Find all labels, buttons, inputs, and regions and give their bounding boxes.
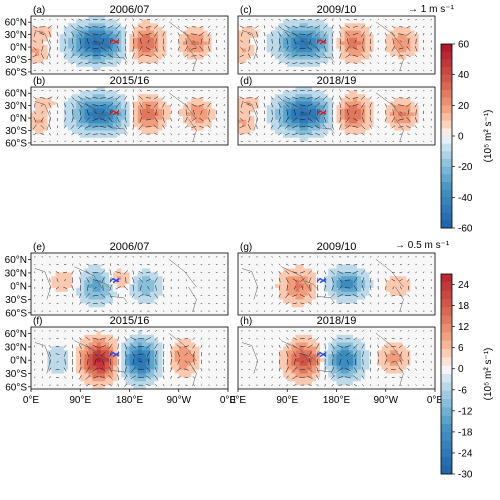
lat-tick-label: 0°N [10, 114, 27, 125]
lon-tick-label: 0°E [23, 395, 40, 406]
panel-title: 2006/07 [110, 241, 150, 253]
colorbar-tick-label: 60 [458, 40, 470, 51]
lat-tick-label: 60°N [5, 89, 27, 100]
map-panel-a: (a) 2006/07 60°N30°N 0°N30°S60°S [5, 4, 229, 78]
lat-tick-label: 0°N [10, 356, 27, 367]
lat-tick-label: 30°N [5, 101, 27, 112]
lat-tick-label: 0°N [10, 282, 27, 293]
lower-colorbar: 24 18 12 6 0 -6 -12 -18 -24 -30 (10⁵ m² s⁻¹) [441, 274, 494, 481]
panel-title: 2018/19 [317, 315, 357, 327]
panel-letter: (b) [33, 76, 45, 87]
panel-letter: (d) [240, 76, 252, 87]
map-panel-e: (e) 2006/07 60°N 30°N 0°N 30°S 60°S [5, 241, 229, 319]
colorbar-tick-label: 20 [458, 101, 470, 112]
lat-tick-label: 30°N [5, 30, 27, 41]
panel-letter: (c) [240, 5, 252, 16]
panel-title: 2015/16 [110, 315, 150, 327]
colorbar-tick-label: -12 [458, 406, 473, 417]
lat-tick-label: 60°S [5, 308, 27, 319]
lat-tick-label: 30°S [5, 295, 27, 306]
map-panels: (a)2006/0760°N30°N0°N30°S60°S(c)2009/10(… [5, 4, 444, 406]
lat-tick-label: 30°S [5, 126, 27, 137]
upper-colorbar-units: (10⁵ m² s⁻¹) [483, 110, 494, 163]
colorbar-tick-label: 6 [458, 343, 464, 354]
map-panel-g: (g) 2009/10 [238, 241, 435, 315]
colorbar-tick-label: 0 [458, 364, 464, 375]
map-panel-c: (c) 2009/10 [238, 4, 435, 74]
lat-tick-label: 30°S [5, 369, 27, 380]
lon-tick-label: 90°W [166, 395, 191, 406]
lat-tick-label: 60°N [5, 329, 27, 340]
panel-title: 2009/10 [317, 4, 357, 16]
lower-reference-vector: → 0.5 m s⁻¹ [395, 240, 450, 251]
colorbar-tick-label: 18 [458, 301, 470, 312]
colorbar-tick-label: 12 [458, 322, 470, 333]
colorbar-tick-label: -20 [458, 162, 473, 173]
colorbar-tick-label: -30 [458, 470, 473, 481]
lower-colorbar-units: (10⁵ m² s⁻¹) [483, 348, 494, 401]
lon-tick-label: 90°W [373, 395, 398, 406]
lon-tick-label: 180°E [116, 395, 144, 406]
colorbar-tick-label: -24 [458, 448, 473, 459]
lat-tick-label: 60°S [5, 382, 27, 393]
map-panel-d: (d) 2018/19 [238, 75, 435, 145]
panel-letter: (h) [240, 316, 252, 327]
panel-title: 2009/10 [317, 241, 357, 253]
panel-title: 2018/19 [317, 75, 357, 87]
lat-tick-label: 30°N [5, 342, 27, 353]
upper-reference-vector: → 1 m s⁻¹ [408, 4, 455, 15]
colorbar-tick-label: -60 [458, 224, 473, 235]
lat-tick-label: 60°N [5, 18, 27, 29]
lat-tick-label: 30°S [5, 55, 27, 66]
lat-tick-label: 60°S [5, 67, 27, 78]
panel-title: 2006/07 [110, 4, 150, 16]
colorbar-tick-label: 40 [458, 70, 470, 81]
lat-tick-label: 60°N [5, 255, 27, 266]
lon-tick-label: 90°E [69, 395, 91, 406]
lat-tick-label: 60°S [5, 138, 27, 149]
map-panel-b: (b) 2015/16 60°N30°N 0°N30°S60°S [5, 75, 229, 149]
panel-letter: (e) [33, 242, 45, 253]
colorbar-tick-label: 0 [458, 132, 464, 143]
lon-tick-label: 90°E [276, 395, 298, 406]
panel-title: 2015/16 [110, 75, 150, 87]
lon-tick-label: 0°E [230, 395, 247, 406]
lon-tick-label: 180°E [323, 395, 351, 406]
panel-letter: (f) [33, 316, 42, 327]
colorbar-tick-label: -40 [458, 193, 473, 204]
lat-tick-label: 30°N [5, 268, 27, 279]
lat-tick-label: 0°N [10, 43, 27, 54]
map-panel-f: (f) 2015/16 60°N 30°N 0°N 30°S 60°S 0°E 90°E 180°… [5, 315, 237, 406]
colorbar-tick-label: -6 [458, 385, 467, 396]
colorbar-tick-label: 24 [458, 280, 470, 291]
colorbar-tick-label: -18 [458, 427, 473, 438]
upper-colorbar: 60 40 20 0 -20 -40 -60 (10⁵ m² s⁻¹) [441, 40, 494, 235]
panel-letter: (g) [240, 242, 252, 253]
panel-letter: (a) [33, 5, 45, 16]
